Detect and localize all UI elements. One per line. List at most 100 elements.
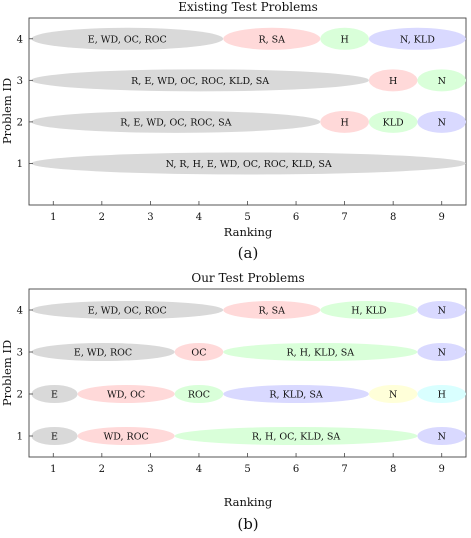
group-label: H: [389, 76, 397, 87]
x-axis-label-a: Ranking: [224, 225, 273, 239]
group-ellipse: [77, 385, 175, 403]
group-ellipse: [31, 301, 224, 319]
group-ellipse: [31, 152, 466, 175]
x-tick-label: 8: [390, 464, 396, 475]
group-label: R, H, KLD, SA: [287, 348, 355, 359]
group-label: E, WD, OC, ROC: [88, 34, 167, 45]
group-ellipse: [31, 110, 321, 133]
x-axis-label-b: Ranking: [224, 495, 273, 509]
x-tick-label: 9: [439, 212, 445, 223]
x-ticks-b: 1 2 3 4 5 6 7 8 9: [50, 453, 445, 475]
group-ellipse: [368, 110, 418, 133]
x-tick-label: 4: [196, 464, 202, 475]
y-tick-label: 3: [17, 76, 23, 87]
group-ellipse: [77, 427, 175, 445]
group-label: OC: [191, 348, 206, 359]
chart-marks-a: E, WD, OC, ROC R, SA H N, KLD R, E, WD, OC, …: [31, 27, 467, 175]
y-axis-label-b: Problem ID: [0, 340, 14, 406]
group-label: N: [438, 348, 446, 359]
x-tick-label: 1: [50, 212, 56, 223]
group-ellipse: [31, 69, 369, 92]
group-ellipse: [174, 343, 224, 361]
y-tick-label: 3: [17, 348, 23, 359]
x-tick-label: 9: [439, 464, 445, 475]
x-tick-label: 3: [147, 212, 153, 223]
group-label: H: [340, 34, 348, 45]
group-ellipse: [223, 385, 369, 403]
x-tick-label: 7: [341, 212, 347, 223]
x-ticks-a: 1 2 3 4 5 6 7 8 9: [50, 201, 445, 223]
group-ellipse: [223, 27, 321, 50]
group-label: R, SA: [258, 34, 285, 45]
y-axis-label-a: Problem ID: [0, 78, 14, 144]
group-ellipse: [223, 343, 418, 361]
group-label: R, H, OC, KLD, SA: [252, 432, 341, 443]
chart-title-b: Our Test Problems: [191, 271, 304, 285]
group-ellipse: [417, 427, 466, 445]
group-label: E: [51, 432, 58, 443]
x-tick-label: 2: [99, 212, 105, 223]
chart-marks-b: E, WD, OC, ROC R, SA H, KLD N E, WD, ROC OC R,…: [31, 301, 466, 445]
group-ellipse: [417, 385, 466, 403]
group-ellipse: [174, 385, 224, 403]
group-label: WD, OC: [107, 390, 145, 401]
x-tick-label: 5: [244, 212, 250, 223]
x-tick-label: 7: [341, 464, 347, 475]
y-tick-label: 4: [17, 34, 23, 45]
group-ellipse: [368, 69, 418, 92]
group-label: N: [438, 117, 446, 128]
group-ellipse: [31, 385, 78, 403]
group-label: R, E, WD, OC, ROC, SA: [120, 117, 231, 128]
group-ellipse: [368, 27, 467, 50]
x-tick-label: 8: [390, 212, 396, 223]
group-label: N: [438, 76, 446, 87]
y-tick-label: 2: [17, 390, 23, 401]
x-tick-label: 5: [244, 464, 250, 475]
x-tick-label: 2: [99, 464, 105, 475]
y-ticks-a: 1 2 3 4: [17, 34, 33, 170]
group-label: N, KLD: [400, 34, 435, 45]
group-ellipse: [174, 427, 418, 445]
x-tick-label: 3: [147, 464, 153, 475]
y-tick-label: 2: [17, 117, 23, 128]
group-label: E: [51, 390, 58, 401]
x-tick-label: 4: [196, 212, 202, 223]
x-tick-label: 6: [293, 212, 299, 223]
y-tick-label: 1: [17, 432, 23, 443]
group-label: E, WD, ROC: [74, 348, 132, 359]
y-tick-label: 1: [17, 159, 23, 170]
group-ellipse: [368, 385, 418, 403]
x-tick-label: 6: [293, 464, 299, 475]
group-label: H: [438, 390, 446, 401]
chart-title-a: Existing Test Problems: [178, 0, 318, 14]
group-ellipse: [320, 301, 418, 319]
group-label: ROC: [188, 390, 210, 401]
group-ellipse: [31, 27, 224, 50]
group-ellipse: [320, 110, 369, 133]
group-ellipse: [320, 27, 369, 50]
group-ellipse: [31, 343, 175, 361]
group-ellipse: [417, 69, 466, 92]
group-ellipse: [223, 301, 321, 319]
group-label: H: [340, 117, 348, 128]
group-label: R, KLD, SA: [269, 390, 322, 401]
group-ellipse: [417, 343, 466, 361]
group-ellipse: [417, 110, 466, 133]
group-label: E, WD, OC, ROC: [88, 306, 167, 317]
group-label: N: [438, 306, 446, 317]
chart-panel-b: Our Test Problems E, WD, OC, ROC R, SA H, …: [0, 271, 467, 533]
group-label: N, R, H, E, WD, OC, ROC, KLD, SA: [166, 159, 332, 170]
group-label: R, E, WD, OC, ROC, KLD, SA: [131, 76, 269, 87]
group-label: N: [438, 432, 446, 443]
group-label: H, KLD: [351, 306, 387, 317]
group-ellipse: [31, 427, 78, 445]
group-label: N: [389, 390, 397, 401]
group-label: KLD: [383, 117, 404, 128]
group-ellipse: [417, 301, 466, 319]
panel-label-a: (a): [238, 244, 259, 262]
group-label: R, SA: [258, 306, 285, 317]
panel-label-b: (b): [237, 515, 258, 533]
chart-panel-a: Existing Test Problems E, WD, OC, ROC R, …: [0, 0, 467, 262]
group-label: WD, ROC: [103, 432, 148, 443]
